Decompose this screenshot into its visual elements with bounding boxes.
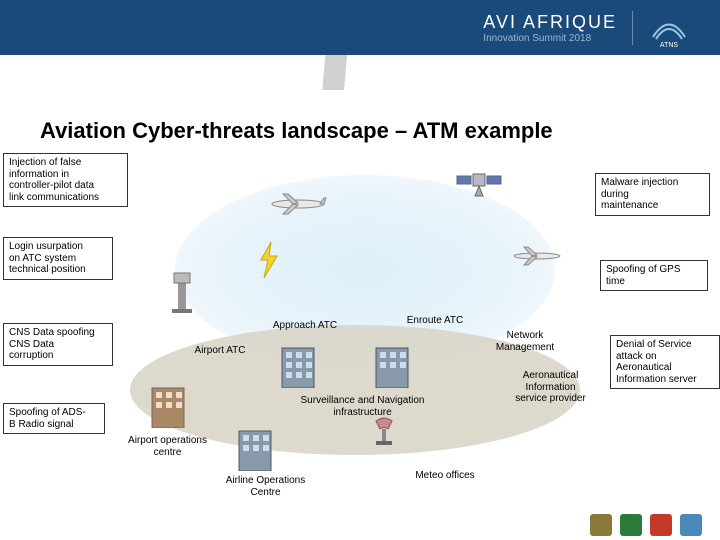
header-bar: AVI AFRIQUE Innovation Summit 2018 ATNS <box>0 0 720 55</box>
threat-spoofing-gps: Spoofing of GPS time <box>600 260 708 291</box>
anniv-icon <box>680 514 702 536</box>
threat-cns-data-spoofing: CNS Data spoofing CNS Data corruption <box>3 323 113 366</box>
tower-icon <box>170 265 194 313</box>
threat-spoofing-adsb: Spoofing of ADS- B Radio signal <box>3 403 105 434</box>
svg-text:ATNS: ATNS <box>660 42 678 49</box>
diagram-canvas: Injection of false information in contro… <box>0 145 720 540</box>
building-icon <box>148 380 188 428</box>
node-aero-info: Aeronautical Information service provide… <box>498 370 603 405</box>
threat-injection-false-info: Injection of false information in contro… <box>3 153 128 207</box>
node-network-mgmt: Network Management <box>480 330 570 353</box>
node-airport-atc: Airport ATC <box>180 345 260 357</box>
threat-login-usurpation: Login usurpation on ATC system technical… <box>3 237 113 280</box>
ndp-icon <box>620 514 642 536</box>
building-icon <box>235 423 275 471</box>
node-approach-atc: Approach ATC <box>260 320 350 332</box>
aircraft-icon <box>268 190 328 218</box>
node-airport-ops: Airport operations centre <box>110 435 225 458</box>
brand-subtitle: Innovation Summit 2018 <box>483 33 617 44</box>
sa-coat-icon <box>590 514 612 536</box>
threat-malware-injection: Malware injection during maintenance <box>595 173 710 216</box>
building-icon <box>278 340 318 388</box>
aircraft-icon <box>510 245 565 267</box>
node-airline-ops: Airline Operations Centre <box>208 475 323 498</box>
slide-title: Aviation Cyber-threats landscape – ATM e… <box>40 118 553 144</box>
building-icon <box>372 340 412 388</box>
threat-dos-attack: Denial of Service attack on Aeronautical… <box>610 335 720 389</box>
footer-logos <box>590 514 702 536</box>
divider <box>632 11 633 45</box>
node-enroute-atc: Enroute ATC <box>395 315 475 327</box>
atns-logo: ATNS <box>648 7 690 49</box>
node-surv-nav: Surveillance and Navigation infrastructu… <box>275 395 450 418</box>
node-meteo: Meteo offices <box>400 470 490 482</box>
brand-name: AVI AFRIQUE <box>483 12 617 33</box>
satellite-icon <box>455 160 503 200</box>
header: AVI AFRIQUE Innovation Summit 2018 ATNS <box>0 0 720 90</box>
header-accent <box>0 55 720 90</box>
lightning-icon <box>255 240 283 280</box>
brand-block: AVI AFRIQUE Innovation Summit 2018 <box>483 12 617 44</box>
red-logo-icon <box>650 514 672 536</box>
